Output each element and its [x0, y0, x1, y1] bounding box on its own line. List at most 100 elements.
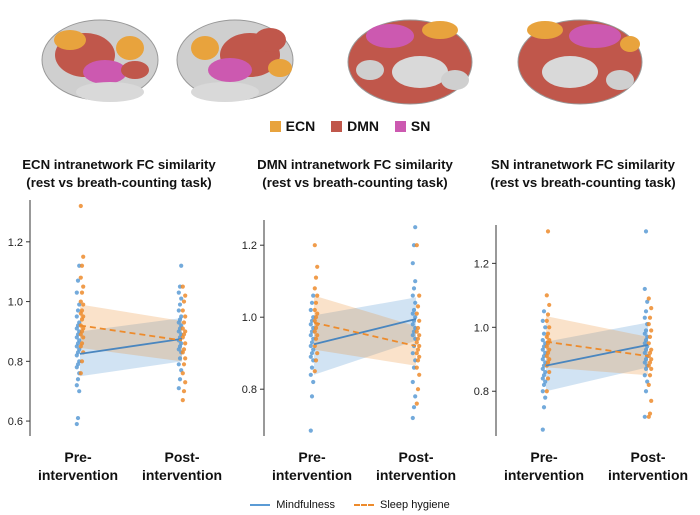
data-point: [312, 318, 317, 323]
data-point: [541, 373, 547, 378]
fit-line-sleep-hygiene: [79, 324, 183, 342]
data-point: [81, 254, 86, 259]
data-point: [643, 229, 649, 234]
sleep-hygiene-line-swatch: [354, 504, 375, 506]
legend-item-mindfulness: Mindfulness: [250, 499, 335, 511]
y-tick-label: 0.6: [8, 416, 23, 428]
data-point: [642, 331, 647, 336]
data-point: [179, 341, 184, 346]
x-category-label: intervention: [608, 467, 688, 483]
data-point: [176, 308, 181, 313]
data-point: [312, 329, 317, 334]
data-point: [540, 376, 545, 381]
data-point: [642, 350, 647, 355]
title-line2: (rest vs breath-counting task): [26, 175, 212, 190]
data-point: [545, 331, 551, 336]
data-point: [646, 296, 651, 301]
data-point: [647, 334, 653, 339]
data-point: [417, 293, 422, 298]
data-point: [315, 311, 320, 316]
data-point: [649, 328, 654, 333]
data-point: [547, 357, 552, 362]
y-tick-label: 1.0: [474, 322, 489, 334]
data-point: [649, 398, 654, 403]
data-point: [543, 379, 548, 384]
data-point: [543, 395, 548, 400]
data-point: [544, 334, 549, 339]
title-line1: SN intranetwork FC similarity: [491, 157, 675, 172]
data-point: [414, 351, 419, 356]
data-point: [312, 307, 317, 313]
sn-chart: 0.8 1.0 1.2 Pre-intervention Post-interventi…: [474, 225, 688, 483]
data-point: [540, 389, 545, 394]
data-point: [414, 365, 419, 370]
data-point: [540, 347, 545, 352]
data-point: [543, 369, 548, 375]
data-point: [646, 382, 651, 387]
network-legend: ECN DMN SN: [0, 118, 700, 135]
legend-label: Sleep hygiene: [380, 499, 450, 511]
data-point: [417, 318, 422, 323]
data-point: [313, 336, 319, 341]
sn-swatch: [394, 120, 406, 132]
data-point: [545, 229, 551, 234]
data-point: [312, 286, 317, 291]
data-point: [642, 373, 647, 378]
data-point: [81, 314, 86, 319]
ci-band-mindfulness: [314, 297, 416, 375]
brain-network-figure: [41, 19, 643, 105]
title-line2: (rest vs breath-counting task): [262, 175, 448, 190]
data-point: [313, 300, 319, 305]
data-point: [643, 389, 649, 394]
data-point: [180, 371, 185, 376]
data-point: [544, 293, 549, 298]
ci-band-sleep-hygiene: [546, 316, 648, 376]
data-point: [545, 312, 551, 317]
data-point: [81, 284, 86, 289]
title-line2: (rest vs breath-counting task): [490, 175, 676, 190]
mindfulness-line-swatch: [250, 504, 271, 506]
y-tick-label: 1.0: [8, 297, 23, 309]
data-point: [540, 357, 545, 362]
data-point: [417, 343, 422, 349]
data-point: [646, 363, 651, 368]
data-point: [79, 308, 85, 313]
data-point: [176, 362, 181, 367]
legend-item-dmn: DMN: [331, 118, 379, 134]
fit-line-sleep-hygiene: [545, 340, 649, 357]
data-point: [643, 328, 649, 333]
data-point: [77, 389, 82, 394]
data-point: [181, 347, 187, 352]
data-point: [540, 337, 545, 343]
data-point: [414, 243, 419, 248]
data-point: [312, 369, 317, 374]
data-point: [183, 293, 188, 298]
data-point: [75, 278, 81, 283]
x-category-label: Post-: [399, 449, 434, 465]
data-point: [313, 358, 319, 363]
data-point: [309, 365, 315, 370]
data-point: [79, 290, 85, 295]
x-category-label: Post-: [165, 449, 200, 465]
data-point: [541, 331, 547, 336]
title-line1: DMN intranetwork FC similarity: [257, 157, 453, 172]
data-point: [411, 405, 417, 410]
data-point: [176, 290, 181, 295]
ecn-panel-title: ECN intranetwork FC similarity (rest vs …: [4, 156, 234, 192]
data-point: [545, 376, 551, 381]
data-point: [75, 415, 81, 421]
data-point: [180, 308, 185, 313]
data-point: [74, 314, 79, 319]
data-point: [74, 383, 79, 388]
data-point: [313, 275, 319, 280]
data-point: [647, 350, 653, 355]
y-tick-label: 0.8: [474, 386, 489, 398]
data-point: [646, 353, 651, 359]
dmn-chart: 0.8 1.0 1.2 Pre-intervention Post-interventi…: [242, 220, 456, 483]
data-point: [183, 341, 188, 346]
data-point: [79, 359, 85, 364]
data-point: [311, 293, 316, 298]
legend-item-ecn: ECN: [269, 118, 315, 134]
data-point: [312, 243, 317, 248]
data-point: [308, 372, 313, 377]
